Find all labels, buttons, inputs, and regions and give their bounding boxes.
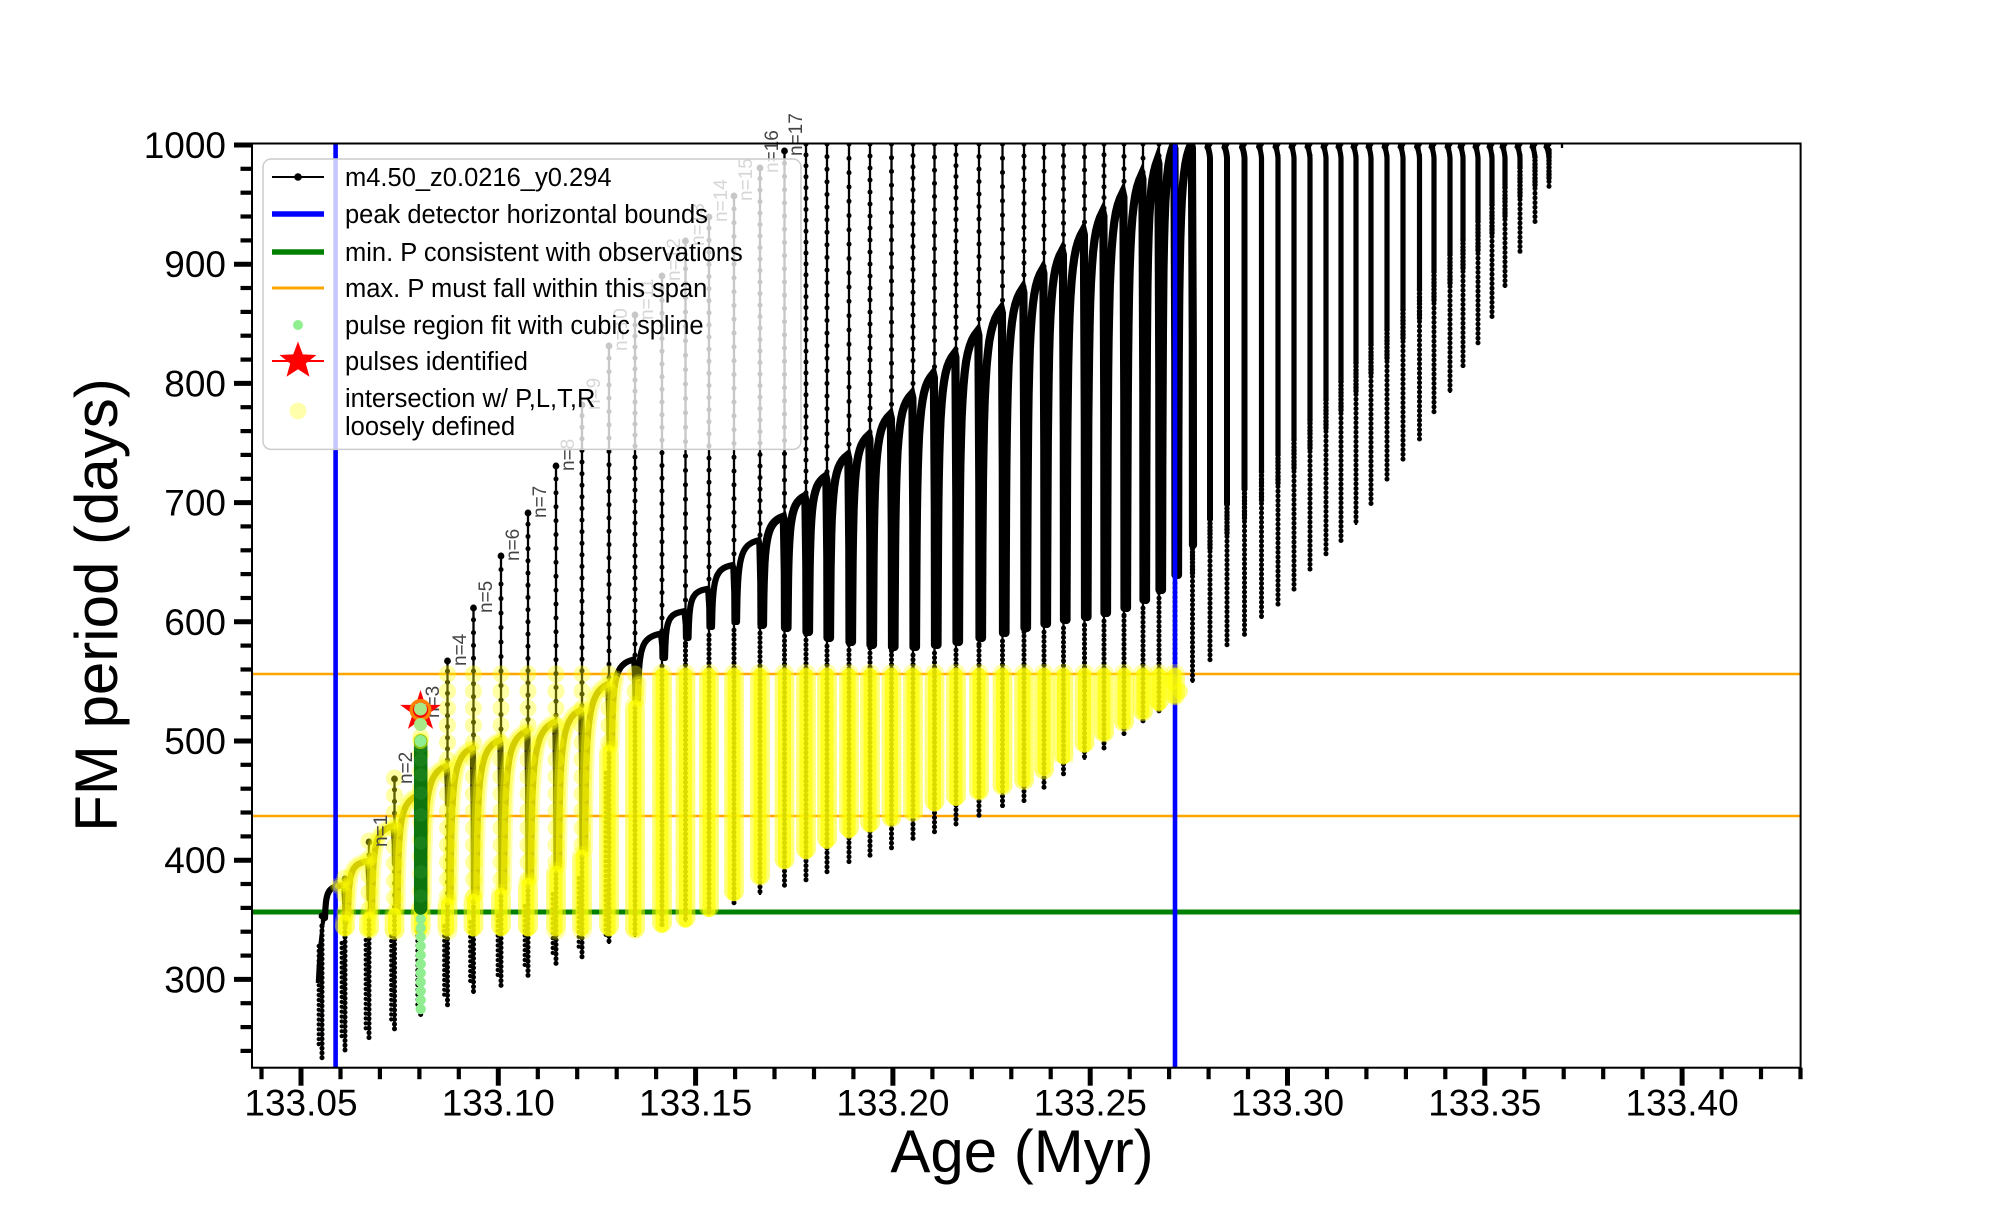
svg-text:m4.50_z0.0216_y0.294: m4.50_z0.0216_y0.294 (345, 164, 612, 192)
svg-text:n=2: n=2 (396, 752, 417, 784)
svg-text:133.30: 133.30 (1231, 1083, 1344, 1124)
svg-text:133.20: 133.20 (836, 1083, 949, 1124)
svg-text:600: 600 (164, 602, 226, 643)
svg-text:133.15: 133.15 (639, 1083, 752, 1124)
svg-text:800: 800 (164, 363, 226, 404)
svg-text:n=17: n=17 (786, 113, 807, 156)
svg-text:Age (Myr): Age (Myr) (890, 1118, 1153, 1185)
svg-text:FM period (days): FM period (days) (63, 378, 130, 831)
svg-text:1000: 1000 (144, 125, 226, 166)
svg-text:intersection w/ P,L,T,R: intersection w/ P,L,T,R (345, 385, 595, 413)
svg-text:700: 700 (164, 483, 226, 524)
svg-text:n=1: n=1 (371, 815, 392, 847)
svg-text:133.35: 133.35 (1428, 1083, 1541, 1124)
svg-text:400: 400 (164, 840, 226, 881)
svg-text:133.25: 133.25 (1034, 1083, 1147, 1124)
svg-text:500: 500 (164, 721, 226, 762)
svg-text:133.40: 133.40 (1626, 1083, 1739, 1124)
svg-text:n=7: n=7 (530, 486, 551, 518)
svg-text:n=6: n=6 (503, 529, 524, 561)
svg-text:max. P must fall within this s: max. P must fall within this span (345, 275, 707, 303)
svg-text:min. P consistent with observa: min. P consistent with observations (345, 239, 743, 267)
svg-text:133.05: 133.05 (244, 1083, 357, 1124)
svg-text:300: 300 (164, 959, 226, 1000)
svg-text:peak detector horizontal bound: peak detector horizontal bounds (345, 201, 708, 229)
svg-text:133.10: 133.10 (442, 1083, 555, 1124)
svg-text:n=5: n=5 (476, 581, 497, 613)
svg-text:pulses identified: pulses identified (345, 348, 528, 376)
svg-text:pulse region fit with cubic sp: pulse region fit with cubic spline (345, 312, 704, 340)
svg-text:loosely defined: loosely defined (345, 413, 515, 441)
svg-text:n=4: n=4 (450, 633, 471, 666)
svg-text:900: 900 (164, 244, 226, 285)
